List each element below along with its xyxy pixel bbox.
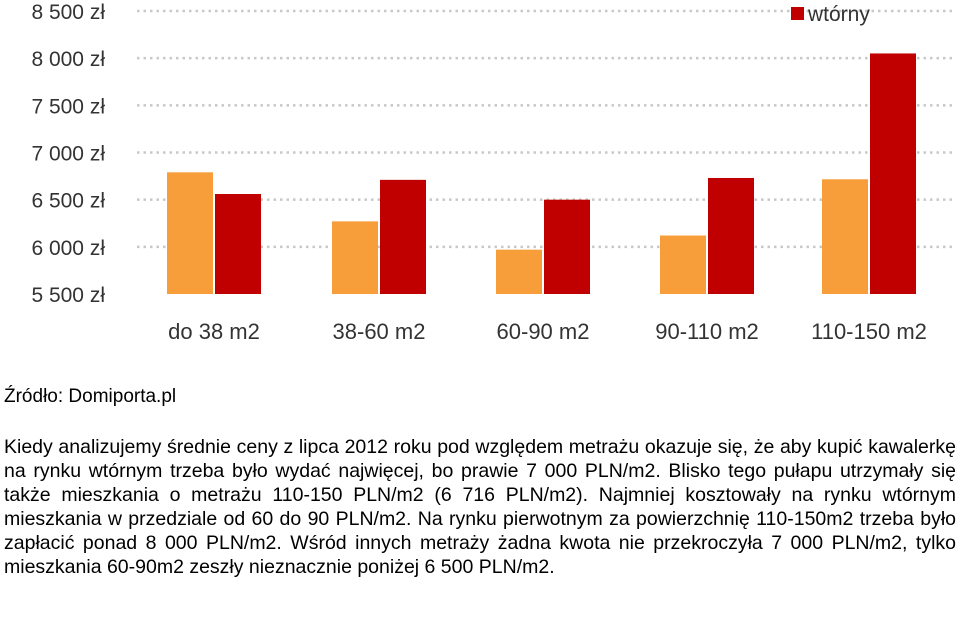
body-paragraph: Kiedy analizujemy średnie ceny z lipca 2… xyxy=(4,436,956,578)
source-caption: Źródło: Domiporta.pl xyxy=(4,386,177,407)
x-tick-label: 38-60 m2 xyxy=(333,319,426,344)
bar-wtorny-0 xyxy=(215,194,261,294)
bar-series-1-4 xyxy=(822,179,868,294)
bar-wtorny-3 xyxy=(708,177,754,294)
bar-wtorny-4 xyxy=(870,53,916,295)
bar-series-1-1 xyxy=(332,221,378,294)
y-tick-label: 8 500 zł xyxy=(31,1,105,24)
chart-bars xyxy=(167,53,916,295)
bar-series-1-0 xyxy=(167,172,213,294)
x-tick-label: 110-150 m2 xyxy=(811,319,927,344)
x-tick-label: do 38 m2 xyxy=(168,319,260,344)
x-tick-label: 60-90 m2 xyxy=(497,319,590,344)
bar-series-1-3 xyxy=(660,235,706,294)
y-tick-label: 6 000 zł xyxy=(31,237,105,260)
chart-legend: wtórny xyxy=(791,3,870,26)
y-tick-label: 5 500 zł xyxy=(31,284,105,307)
legend-swatch-wtorny xyxy=(791,7,804,20)
y-tick-label: 8 000 zł xyxy=(31,48,105,71)
legend-label-wtorny: wtórny xyxy=(807,3,870,26)
bar-series-1-2 xyxy=(496,249,542,294)
y-axis-ticks: 8 500 zł 8 000 zł 7 500 zł 7 000 zł 6 500 zł… xyxy=(31,1,105,307)
x-axis-ticks: do 38 m2 38-60 m2 60-90 m2 90-110 m2 110-150… xyxy=(168,319,927,344)
y-tick-label: 7 500 zł xyxy=(31,95,105,118)
bar-wtorny-2 xyxy=(544,199,590,294)
price-bar-chart: 8 500 zł 8 000 zł 7 500 zł 7 000 zł 6 500 zł… xyxy=(31,1,952,344)
x-tick-label: 90-110 m2 xyxy=(655,319,759,344)
bar-wtorny-1 xyxy=(380,179,426,294)
y-tick-label: 7 000 zł xyxy=(31,143,105,166)
y-tick-label: 6 500 zł xyxy=(31,190,105,213)
